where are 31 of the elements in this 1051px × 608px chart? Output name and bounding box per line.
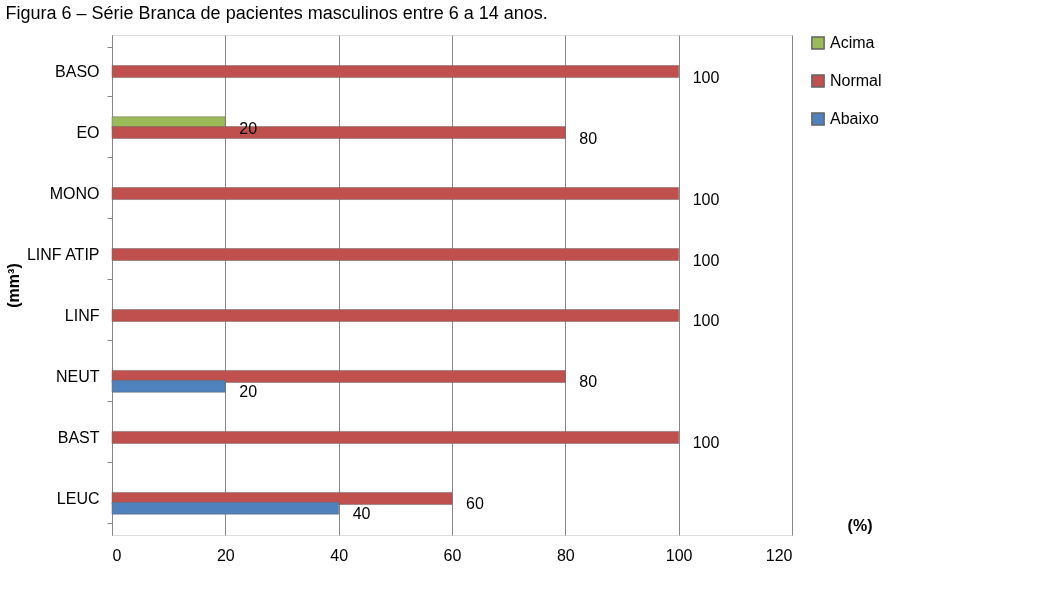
- y-tick-label: NEUT: [55, 367, 100, 385]
- data-label: 100: [692, 434, 720, 452]
- data-label: 80: [579, 129, 598, 147]
- data-label: 100: [692, 68, 720, 86]
- x-tick-label: 120: [765, 546, 793, 564]
- y-tick-label: EO: [76, 124, 100, 142]
- chart-title: Figura 6 – Série Branca de pacientes masculinos entre 6 a 14 anos.: [5, 3, 548, 23]
- data-label: 40: [352, 505, 371, 523]
- legend-label: Abaixo: [830, 110, 880, 127]
- y-tick-label: LINF ATIP: [26, 246, 100, 264]
- data-label: 100: [692, 251, 720, 269]
- y-tick-label: MONO: [49, 185, 100, 203]
- y-tick-label: LINF: [64, 306, 100, 324]
- x-tick-label: 100: [665, 546, 693, 564]
- legend-label: Acima: [830, 34, 875, 51]
- data-label: 80: [579, 373, 598, 391]
- x-tick-label: 20: [216, 546, 235, 564]
- legend-label: Normal: [830, 72, 882, 89]
- x-axis-title: (%): [847, 516, 873, 534]
- data-label: 20: [239, 383, 258, 401]
- x-tick-label: 0: [112, 546, 122, 564]
- data-label: 60: [466, 495, 484, 513]
- y-tick-label: LEUC: [56, 489, 100, 507]
- x-tick-label: 60: [443, 546, 462, 564]
- y-tick-label: BASO: [55, 63, 100, 81]
- data-label: 100: [692, 190, 720, 208]
- x-tick-label: 80: [556, 546, 575, 564]
- y-axis-title: (mm³): [5, 263, 23, 308]
- x-tick-label: 40: [330, 546, 349, 564]
- data-label: 100: [692, 312, 720, 330]
- y-tick-label: BAST: [57, 428, 100, 446]
